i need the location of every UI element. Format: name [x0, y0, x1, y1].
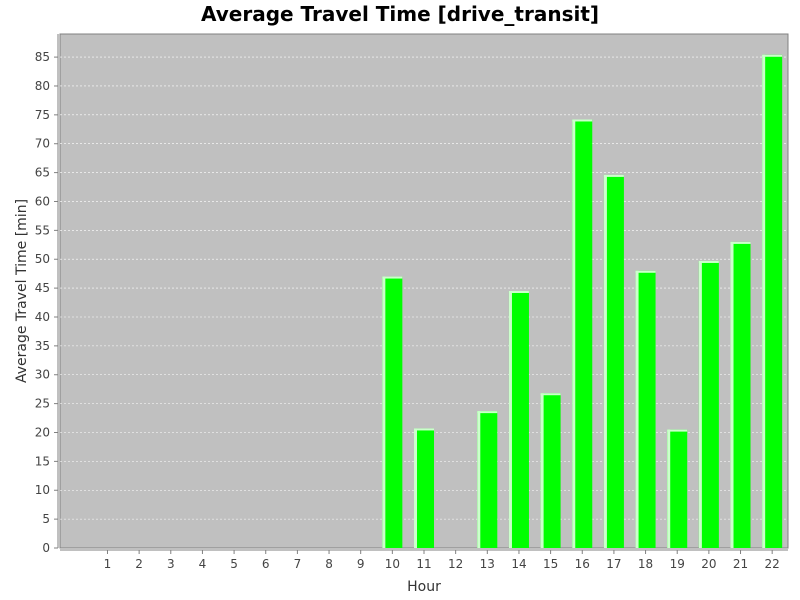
bar-highlight: [540, 393, 544, 548]
bar-cap: [382, 276, 403, 279]
bar-highlight: [572, 119, 576, 549]
x-tick-label: 7: [294, 557, 302, 571]
y-tick-label: 25: [35, 397, 50, 411]
bar-highlight: [762, 54, 766, 548]
y-tick-label: 20: [35, 425, 50, 439]
bar-hour-14: [508, 291, 529, 548]
bar-hour-21: [730, 241, 751, 549]
bar-highlight: [508, 291, 512, 548]
y-tick-label: 0: [42, 541, 50, 555]
y-axis-label: Average Travel Time [min]: [14, 199, 30, 383]
x-tick-label: 5: [230, 557, 238, 571]
bar-highlight: [414, 428, 417, 548]
bar-hour-20: [698, 260, 719, 548]
x-tick-label: 11: [416, 557, 431, 571]
y-tick-label: 5: [42, 512, 50, 526]
bar-hour-13: [477, 411, 498, 548]
bar-highlight: [382, 276, 386, 548]
bar-hour-22: [762, 54, 783, 548]
bar-cap: [698, 260, 719, 263]
y-tick-label: 35: [35, 339, 50, 353]
x-tick-label: 13: [480, 557, 495, 571]
bar-highlight: [603, 174, 607, 548]
bar-cap: [477, 411, 498, 414]
x-tick-label: 12: [448, 557, 463, 571]
y-tick-label: 60: [35, 194, 50, 208]
x-axis-label: Hour: [407, 579, 441, 595]
bars-group: [382, 54, 783, 549]
bar-cap: [762, 54, 783, 57]
y-tick-label: 40: [35, 310, 50, 324]
bar-cap: [540, 393, 561, 396]
y-tick-label: 55: [35, 223, 50, 237]
x-axis-ticks: 1 2 3 4 5 6 7 8 9 10 11 12 13 14 15 16 17 18 19 20 21 22: [104, 550, 780, 571]
x-tick-label: 4: [199, 557, 207, 571]
x-tick-label: 14: [511, 557, 526, 571]
bar-cap: [414, 428, 434, 431]
bar-hour-19: [667, 429, 688, 548]
x-tick-label: 18: [638, 557, 653, 571]
bar-hour-10: [382, 276, 403, 548]
bar-highlight: [667, 429, 671, 548]
bar-cap: [508, 291, 529, 293]
bar-hour-15: [540, 393, 561, 548]
y-tick-label: 80: [35, 79, 50, 93]
x-tick-label: 2: [135, 557, 143, 571]
bar-cap: [635, 270, 656, 273]
x-tick-label: 15: [543, 557, 558, 571]
x-tick-label: 19: [670, 557, 685, 571]
bar-highlight: [635, 270, 639, 548]
chart-title: Average Travel Time [drive_transit]: [201, 2, 599, 26]
x-tick-label: 22: [765, 557, 780, 571]
y-tick-label: 70: [35, 137, 50, 151]
y-axis-ticks: 0 5 10 15 20 25 30 35 40 45 50 55 60 65 70 75 80 85: [35, 50, 58, 555]
bar-cap: [603, 174, 624, 177]
bar-cap: [667, 429, 688, 432]
x-tick-label: 6: [262, 557, 270, 571]
bar-highlight: [730, 241, 734, 549]
y-tick-label: 75: [35, 108, 50, 122]
bar-hour-18: [635, 270, 656, 548]
y-tick-label: 85: [35, 50, 50, 64]
x-tick-label: 9: [357, 557, 365, 571]
y-tick-label: 10: [35, 483, 50, 497]
bar-hour-17: [603, 174, 624, 548]
x-tick-label: 1: [104, 557, 112, 571]
y-tick-label: 30: [35, 368, 50, 382]
bar-cap: [572, 119, 593, 122]
x-tick-label: 3: [167, 557, 175, 571]
bar-highlight: [698, 260, 702, 548]
bar-cap: [730, 241, 751, 244]
x-tick-label: 8: [325, 557, 333, 571]
x-tick-label: 20: [701, 557, 716, 571]
x-tick-label: 16: [575, 557, 590, 571]
bar-hour-11: [414, 428, 434, 548]
y-tick-label: 50: [35, 252, 50, 266]
bar-highlight: [477, 411, 481, 548]
y-tick-label: 15: [35, 454, 50, 468]
x-tick-label: 17: [606, 557, 621, 571]
y-tick-label: 45: [35, 281, 50, 295]
x-tick-label: 21: [733, 557, 748, 571]
x-tick-label: 10: [385, 557, 400, 571]
bar-hour-16: [572, 119, 593, 549]
y-tick-label: 65: [35, 166, 50, 180]
